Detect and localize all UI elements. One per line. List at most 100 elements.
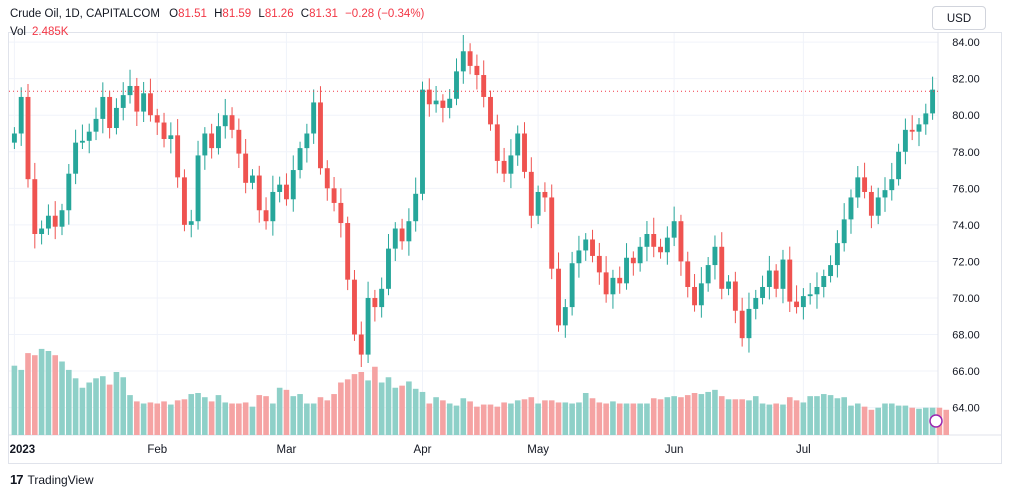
volume-bar	[140, 403, 147, 435]
volume-bar	[848, 405, 854, 435]
candlestick-chart[interactable]: 84.00 82.00 80.00 78.00 76.00 74.00 72.00 70.00…	[9, 33, 1001, 463]
candle-body	[161, 122, 167, 139]
candle-body	[297, 148, 303, 171]
volume-bar	[596, 402, 603, 435]
candle-body	[868, 191, 874, 216]
x-tick-label: Feb	[147, 444, 167, 456]
candle-body	[719, 246, 725, 289]
volume-bar	[317, 397, 324, 435]
candle-body	[794, 301, 800, 308]
volume-bar	[582, 393, 589, 435]
y-tick-label: 66.00	[952, 366, 980, 378]
volume-bar	[229, 403, 235, 435]
volume-bar	[875, 407, 881, 435]
candle-body	[195, 155, 201, 222]
volume-bar	[263, 396, 269, 435]
chart-area[interactable]: 84.00 82.00 80.00 78.00 76.00 74.00 72.00 70.00…	[8, 32, 1002, 464]
volume-bar	[528, 397, 535, 435]
volume-bar	[406, 381, 412, 435]
candle-body	[141, 93, 147, 112]
volume-bar	[501, 402, 507, 435]
y-tick-label: 68.00	[952, 330, 980, 342]
candle-body	[766, 270, 772, 287]
volume-bar	[902, 405, 909, 435]
candle-body	[814, 286, 820, 295]
volume-label[interactable]: Vol	[10, 26, 26, 38]
volume-bar	[344, 379, 351, 435]
volume-bar	[168, 404, 174, 435]
volume-bar	[644, 403, 650, 435]
volume-bar	[358, 372, 365, 435]
volume-bar	[147, 402, 154, 435]
symbol-title[interactable]: Crude Oil, 1D, CAPITALCOM	[10, 8, 160, 20]
candle-body	[215, 126, 221, 149]
volume-bar	[684, 395, 691, 435]
candle-body	[345, 223, 351, 280]
volume-bar	[426, 403, 433, 435]
volume-bar	[732, 399, 739, 435]
volume-bar	[276, 387, 283, 435]
volume-bar	[548, 400, 555, 435]
tradingview-logo-icon: 17	[10, 472, 24, 487]
volume-bar	[174, 400, 181, 435]
volume-bar	[120, 377, 127, 435]
candle-body	[134, 85, 140, 112]
volume-bar	[256, 395, 263, 435]
candle-body	[862, 177, 868, 192]
volume-bar	[834, 398, 841, 435]
candle-body	[440, 100, 446, 108]
candle-body	[889, 179, 895, 191]
volume-bar	[827, 395, 834, 435]
volume-bar	[562, 402, 569, 435]
candle-body	[576, 250, 582, 264]
candle-body	[93, 118, 99, 132]
volume-bar	[412, 388, 419, 435]
candle-body	[413, 193, 419, 222]
volume-bar	[474, 406, 480, 435]
tradingview-attribution[interactable]: 17 TradingView	[10, 472, 94, 487]
candle-body	[508, 155, 514, 174]
volume-bar	[603, 403, 609, 435]
candle-body	[318, 102, 323, 169]
volume-bar	[793, 400, 800, 435]
volume-bar	[943, 409, 950, 435]
candle-body	[739, 310, 745, 339]
candle-body	[726, 281, 732, 289]
y-tick-label: 82.00	[952, 74, 980, 86]
candle-body	[365, 297, 371, 355]
y-tick-label: 76.00	[952, 183, 980, 195]
volume-bar	[188, 394, 195, 435]
volume-bar	[460, 398, 467, 435]
volume-bar	[712, 389, 718, 435]
y-tick-label: 70.00	[952, 293, 980, 305]
candle-body	[685, 261, 691, 287]
candle-body	[896, 151, 902, 180]
candle-body	[556, 268, 561, 326]
candle-body	[678, 221, 684, 262]
currency-button[interactable]: USD	[932, 6, 986, 30]
candle-body	[73, 142, 79, 174]
volume-bar	[752, 396, 759, 435]
candle-body	[875, 197, 881, 216]
candle-body	[460, 51, 466, 72]
volume-bar	[739, 399, 745, 435]
volume-bar	[392, 387, 399, 435]
volume-bar	[657, 399, 664, 435]
candle-body	[100, 96, 106, 119]
y-tick-label: 84.00	[952, 37, 980, 49]
candle-body	[535, 191, 541, 216]
candle-body	[930, 89, 936, 114]
volume-bar	[86, 382, 93, 435]
candle-body	[379, 288, 385, 308]
candle-body	[168, 135, 174, 139]
volume-bar	[324, 400, 331, 435]
open-label: O	[169, 8, 179, 20]
x-tick-label: Jul	[796, 444, 811, 456]
candle-body	[630, 257, 636, 264]
volume-bar	[514, 400, 521, 435]
candle-body	[454, 71, 459, 99]
volume-bar	[419, 391, 426, 435]
candle-body	[18, 96, 24, 134]
volume-bar	[725, 399, 732, 435]
volume-bar	[446, 403, 453, 435]
